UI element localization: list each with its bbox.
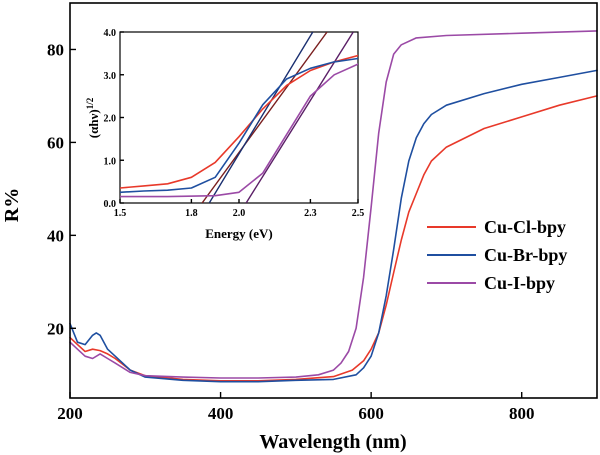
inset-y-tick-label-0.0: 0.0 [104, 199, 117, 210]
y-tick-label-40: 40 [47, 226, 64, 245]
series-line-cu-i-bpy [69, 30, 598, 379]
inset-x-tick-label-2.3: 2.3 [304, 208, 317, 219]
inset-x-tick-label-1.8: 1.8 [185, 208, 198, 219]
inset-y-tick-label-3.0: 3.0 [104, 71, 117, 82]
legend-label-cu-br-bpy: Cu-Br-bpy [484, 245, 567, 265]
inset-x-tick-label-2.0: 2.0 [233, 208, 246, 219]
x-tick-label-400: 400 [208, 404, 234, 423]
series-line-cu-br-bpy [69, 69, 598, 383]
y-tick-label-20: 20 [47, 319, 64, 338]
legend: Cu-Cl-bpy Cu-Br-bpy Cu-I-bpy [427, 217, 567, 293]
series-line-cu-cl-bpy [69, 95, 598, 382]
x-axis-label: Wavelength (nm) [259, 431, 406, 453]
inset-y-axis-label: (αhν)1/2 [85, 97, 101, 138]
inset-series-line-cu-br-bpy [120, 57, 358, 194]
inset-series-line-cu-i-bpy [120, 63, 358, 198]
y-axis-label: R% [1, 188, 23, 222]
x-tick-label-200: 200 [57, 404, 83, 423]
y-tick-label-80: 80 [47, 40, 64, 59]
inset-series-group [120, 32, 358, 203]
x-tick-label-600: 600 [358, 404, 384, 423]
inset-x-tick-label-1.5: 1.5 [114, 208, 127, 219]
inset-fit-line-1 [201, 32, 328, 203]
inset-fit-line-2 [208, 32, 314, 203]
main-plot-frame [69, 2, 598, 399]
inset-chart: 1.5 1.8 2.0 2.3 2.5 0.0 1.0 2.0 3.0 4.0 Energy (e… [85, 28, 364, 241]
inset-y-tick-label-4.0: 4.0 [104, 28, 117, 39]
inset-axis-ticks: 1.5 1.8 2.0 2.3 2.5 0.0 1.0 2.0 3.0 4.0 [104, 28, 365, 219]
inset-fit-line-3 [245, 32, 354, 203]
inset-y-tick-label-1.0: 1.0 [104, 156, 117, 167]
inset-series-line-cu-cl-bpy [120, 54, 358, 189]
inset-x-axis-label: Energy (eV) [205, 226, 273, 241]
inset-y-axis-label-main: (αhν) [86, 109, 101, 138]
x-tick-label-800: 800 [509, 404, 535, 423]
y-tick-label-60: 60 [47, 133, 64, 152]
legend-label-cu-cl-bpy: Cu-Cl-bpy [484, 217, 566, 237]
inset-y-tick-label-2.0: 2.0 [104, 114, 117, 125]
inset-y-axis-label-sup: 1/2 [85, 97, 95, 109]
legend-label-cu-i-bpy: Cu-I-bpy [484, 273, 555, 293]
main-series-group [69, 30, 598, 383]
inset-x-tick-label-2.5: 2.5 [352, 208, 365, 219]
inset-plot-frame [119, 31, 359, 204]
main-axis-ticks: 200 400 600 800 20 40 60 80 [47, 40, 534, 423]
